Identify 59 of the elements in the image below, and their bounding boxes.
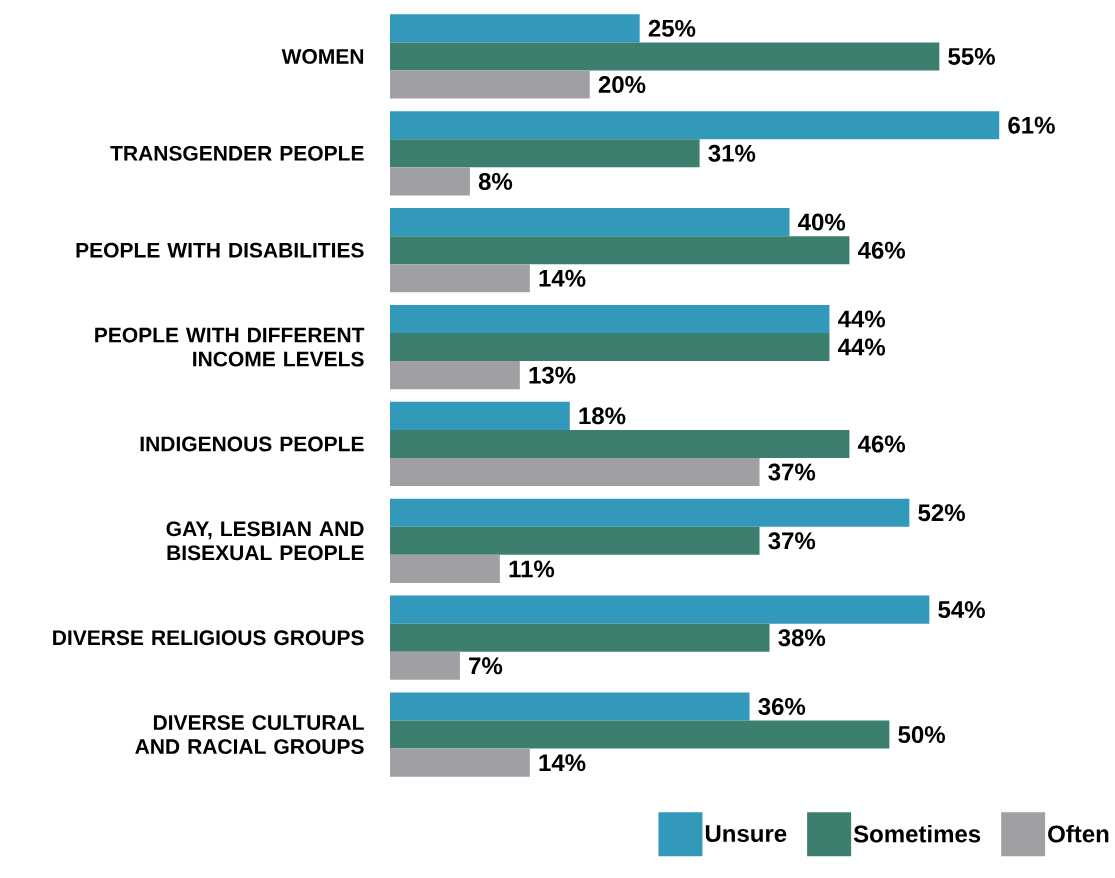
data-label: 46%: [857, 435, 906, 453]
data-label: 14%: [539, 754, 586, 772]
bar: [390, 236, 850, 265]
y-tick-label: DIVERSE RELIGIOUS GROUPS: [53, 630, 364, 646]
y-tick-label: GAY, LESBIAN AND BISEXUAL PEOPLE: [166, 521, 364, 561]
bar: [390, 167, 470, 196]
bar: [390, 720, 890, 749]
data-label: 52%: [918, 504, 965, 522]
bar: [390, 111, 1000, 140]
bar: [390, 554, 500, 583]
bar: [390, 361, 520, 390]
bar: [390, 498, 910, 527]
data-label: 25%: [648, 19, 696, 37]
data-label: 61%: [1008, 116, 1055, 134]
bar: [390, 139, 700, 168]
data-label: 55%: [948, 47, 995, 65]
data-label: 18%: [579, 407, 626, 425]
bar: [390, 70, 590, 99]
bar: [390, 42, 940, 71]
bar: [390, 429, 850, 458]
data-label: 37%: [768, 463, 816, 481]
bar: [390, 623, 770, 652]
data-label: 44%: [838, 338, 886, 356]
data-label: 37%: [768, 532, 816, 550]
data-label: 36%: [758, 697, 806, 715]
bar: [390, 264, 530, 293]
y-tick-label: INDIGENOUS PEOPLE: [140, 436, 364, 452]
legend-label: Unsure: [705, 825, 787, 843]
data-label: 46%: [857, 241, 906, 259]
y-tick-label: WOMEN: [281, 49, 364, 64]
bar: [390, 14, 640, 43]
legend-label: Often: [1048, 824, 1109, 843]
y-tick-label: PEOPLE WITH DISABILITIES: [76, 242, 364, 258]
data-label: 14%: [539, 269, 586, 287]
data-label: 7%: [469, 657, 503, 675]
data-label: 11%: [509, 560, 555, 578]
data-label: 50%: [898, 726, 945, 744]
bar: [390, 748, 530, 777]
data-label: 44%: [838, 310, 886, 328]
bar: [390, 457, 760, 487]
bar: [390, 304, 830, 334]
bar: [390, 208, 790, 237]
bar: [390, 401, 570, 430]
y-tick-label: DIVERSE CULTURAL AND RACIAL GROUPS: [135, 715, 364, 755]
legend-label: Sometimes: [853, 824, 981, 843]
y-tick-label: PEOPLE WITH DIFFERENT INCOME LEVELS: [95, 327, 365, 367]
bar: [390, 333, 830, 362]
data-label: 13%: [529, 366, 576, 384]
data-label: 20%: [598, 76, 646, 94]
bar: [390, 595, 930, 624]
data-label: 31%: [708, 144, 756, 162]
data-label: 8%: [478, 172, 513, 190]
data-label: 38%: [778, 629, 826, 647]
y-tick-label: TRANSGENDER PEOPLE: [110, 145, 364, 161]
bar: [390, 692, 750, 721]
bar: [390, 526, 760, 555]
data-label: 54%: [938, 601, 985, 619]
bar: [390, 651, 460, 680]
data-label: 40%: [798, 213, 846, 231]
